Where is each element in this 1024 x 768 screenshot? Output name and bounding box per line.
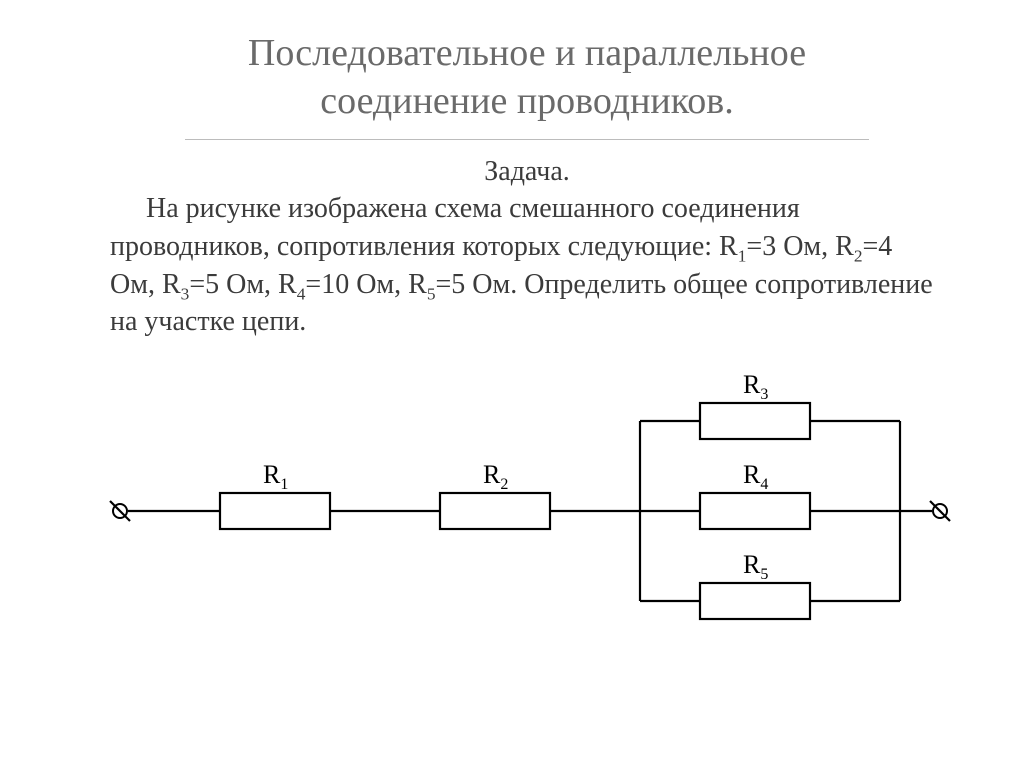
- terminal-out: [930, 501, 950, 521]
- resistor-R4: R4: [700, 460, 810, 529]
- circuit-svg: R1 R2 R3 R4 R5: [100, 351, 960, 651]
- resistor-label-R5: R5: [743, 550, 768, 583]
- circuit-diagram: R1 R2 R3 R4 R5: [100, 351, 960, 651]
- resistor-R3: R3: [700, 370, 810, 439]
- resistor-label-R2: R2: [483, 460, 508, 493]
- problem-body: На рисунке изображена схема смешанного с…: [110, 190, 944, 341]
- resistor-R2: R2: [440, 460, 550, 529]
- slide: Последовательное и параллельное соединен…: [0, 0, 1024, 768]
- resistor-label-R3: R3: [743, 370, 768, 403]
- resistor-label-R4: R4: [743, 460, 768, 493]
- resistor-R5: R5: [700, 550, 810, 619]
- terminal-in: [110, 501, 130, 521]
- resistor-label-R1: R1: [263, 460, 288, 493]
- title-underline: [185, 139, 868, 140]
- title-line-1: Последовательное и параллельное: [248, 32, 806, 74]
- problem-subheading: Задача.: [100, 156, 954, 188]
- resistor-R1: R1: [220, 460, 330, 529]
- title-line-2: соединение проводников.: [320, 80, 734, 122]
- slide-title: Последовательное и параллельное соединен…: [100, 30, 954, 125]
